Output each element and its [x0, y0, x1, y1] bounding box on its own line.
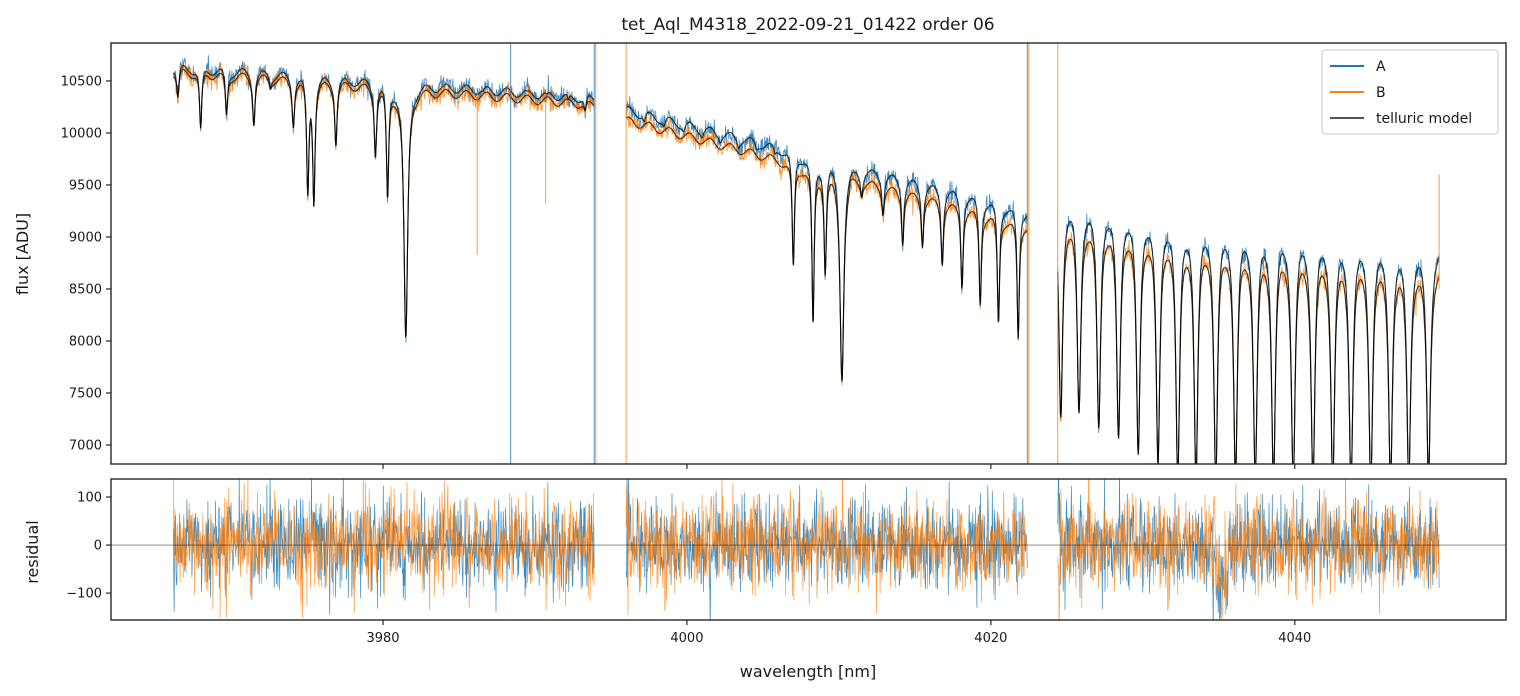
telluric-model-line-a: [173, 65, 595, 338]
residual-axes-frame: [110, 478, 1507, 621]
residual-y-tick-label: −100: [66, 587, 102, 602]
x-axis-label: wavelength [nm]: [740, 662, 877, 681]
telluric-model-line-b: [625, 116, 1028, 382]
telluric-model-line-b: [1057, 238, 1440, 464]
residual-x-tick-label: 4000: [670, 631, 703, 646]
residual-b-line: [625, 479, 1028, 616]
flux-panel: 7000 7500 8000 8500 9000 9500 10000 10500 flux …: [13, 42, 1507, 469]
series-a-line: [1057, 213, 1440, 464]
chart-title: tet_Aql_M4318_2022-09-21_01422 order 06: [621, 15, 994, 35]
telluric-model-line-b: [173, 69, 595, 338]
flux-y-tick-label: 8500: [69, 282, 102, 297]
legend: A B telluric model: [1321, 49, 1499, 135]
residual-panel: −100 0 100 3980 4000 4020 4040 residual wavel…: [23, 478, 1507, 681]
legend-label-telluric: telluric model: [1376, 111, 1472, 127]
residual-plot-area: [111, 479, 1506, 620]
flux-y-axis-label: flux [ADU]: [13, 213, 32, 295]
telluric-model-line-a: [1057, 220, 1440, 464]
residual-y-ticks: −100 0 100: [66, 491, 111, 602]
residual-y-tick-label: 0: [94, 539, 102, 554]
flux-axes-frame: [110, 42, 1507, 465]
residual-x-ticks: 3980 4000 4020 4040: [366, 620, 1311, 646]
flux-y-tick-label: 7000: [69, 438, 102, 453]
residual-y-axis-label: residual: [23, 520, 42, 583]
residual-x-tick-label: 3980: [366, 631, 399, 646]
residual-x-tick-label: 4040: [1278, 631, 1311, 646]
residual-b-line: [1057, 479, 1440, 620]
flux-y-tick-label: 9500: [69, 178, 102, 193]
legend-box: [1321, 49, 1499, 135]
flux-y-tick-label: 9000: [69, 230, 102, 245]
legend-label-a: A: [1376, 59, 1386, 75]
flux-x-ticks: [382, 464, 1296, 469]
flux-y-tick-label: 7500: [69, 386, 102, 401]
legend-label-b: B: [1376, 85, 1386, 101]
flux-y-ticks: 7000 7500 8000 8500 9000 9500 10000 10500: [61, 74, 111, 453]
residual-b-line: [172, 479, 595, 619]
flux-plot-area: [172, 43, 1440, 464]
residual-y-tick-label: 100: [77, 491, 102, 506]
flux-y-tick-label: 8000: [69, 334, 102, 349]
flux-y-tick-label: 10500: [61, 74, 102, 89]
flux-y-tick-label: 10000: [61, 126, 102, 141]
residual-x-tick-label: 4020: [974, 631, 1007, 646]
